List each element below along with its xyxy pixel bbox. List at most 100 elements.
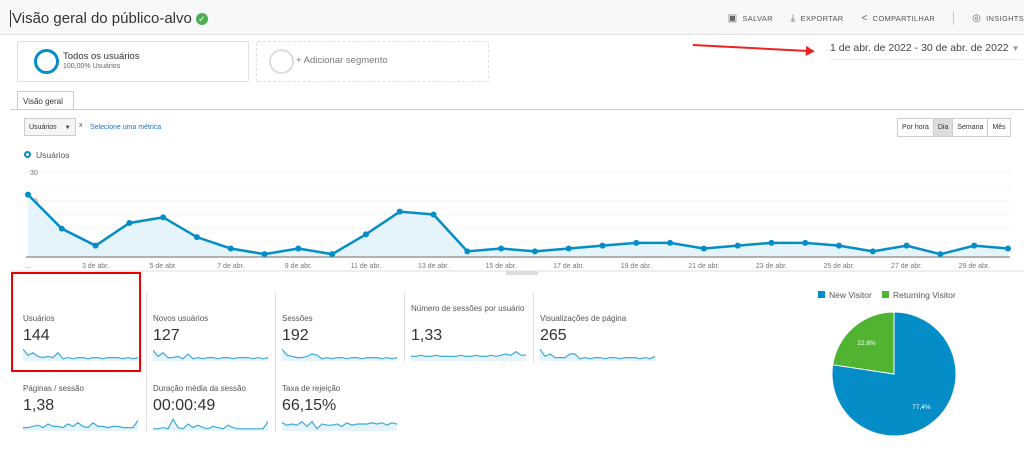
sparkline: [153, 417, 268, 431]
granularity-hour[interactable]: Por hora: [898, 119, 934, 136]
empty-circle-icon: [269, 49, 294, 74]
metric-tile[interactable]: Sessões 192: [275, 292, 403, 362]
metric-value: 1,33: [411, 327, 443, 344]
users-line-chart: 302010...3 de abr.5 de abr.7 de abr.9 de…: [10, 170, 1024, 275]
export-button[interactable]: ⤓ EXPORTAR: [790, 13, 844, 24]
divider: [10, 109, 1024, 110]
divider: [953, 11, 955, 25]
sparkline-line: [282, 420, 397, 430]
metric-value: 192: [282, 327, 309, 344]
data-point: [92, 242, 99, 249]
data-point: [971, 242, 978, 249]
data-point: [1005, 245, 1011, 252]
sparkline: [282, 348, 397, 361]
data-point: [362, 231, 369, 238]
chevron-down-icon: ▼: [1011, 44, 1020, 53]
x-tick-label: ...: [25, 263, 31, 270]
data-point: [396, 208, 403, 215]
data-point: [667, 239, 674, 246]
metric-tile[interactable]: Duração média da sessão 00:00:49: [146, 362, 274, 432]
date-range-picker[interactable]: 1 de abr. de 2022 - 30 de abr. de 2022 ▼: [830, 42, 1022, 60]
sparkline-line: [23, 348, 138, 360]
red-arrow-annotation: [692, 44, 811, 53]
sparkline-line: [540, 348, 655, 360]
metric-label: Visualizações de página: [540, 314, 627, 323]
data-point: [498, 245, 505, 252]
pie-slice-label: 22,6%: [857, 340, 876, 347]
insights-button[interactable]: ◎ INSIGHTS: [972, 13, 1024, 24]
sparkline: [282, 420, 397, 431]
sparkline-line: [153, 350, 268, 360]
page-header: Visão geral do público-alvo ✓ ▣ SALVAR ⤓ EX…: [0, 0, 1024, 35]
add-segment-button[interactable]: + Adicionar segmento: [256, 41, 489, 82]
select-metric-link[interactable]: Selecione uma métrica: [90, 124, 162, 131]
data-point: [25, 191, 31, 198]
data-point: [329, 251, 336, 258]
share-button[interactable]: < COMPARTILHAR: [861, 13, 936, 24]
granularity-week[interactable]: Semana: [953, 119, 989, 136]
data-point: [227, 245, 234, 252]
data-point: [160, 214, 167, 221]
segment-all-users[interactable]: Todos os usuários 100,00% Usuários: [17, 41, 249, 82]
metric-label: Usuários: [23, 314, 55, 323]
x-tick-label: 9 de abr.: [285, 263, 312, 270]
data-point: [193, 234, 200, 241]
data-point: [734, 242, 741, 249]
data-point: [836, 242, 843, 249]
legend-square-icon: [818, 291, 825, 298]
data-point: [768, 239, 775, 246]
sparkline-fill: [540, 349, 655, 361]
data-point: [430, 211, 437, 218]
pie-legend-returning: Returning Visitor: [882, 290, 956, 300]
metric-tile[interactable]: Novos usuários 127: [146, 292, 274, 362]
download-icon: ⤓: [790, 13, 796, 24]
series-line: [27, 193, 1009, 256]
sparkline-line: [23, 420, 138, 429]
data-point: [802, 239, 809, 246]
metric-value: 00:00:49: [153, 397, 216, 414]
segment-circle-icon: [34, 49, 59, 74]
save-button[interactable]: ▣ SALVAR: [727, 13, 773, 24]
metric-tile[interactable]: Número de sessões por usuário 1,33: [404, 292, 532, 362]
x-tick-label: 13 de abr.: [418, 263, 449, 270]
header-actions: ▣ SALVAR ⤓ EXPORTAR < COMPARTILHAR ◎ INSIGHT…: [727, 11, 1024, 25]
metric-label: Duração média da sessão: [153, 384, 246, 393]
x-tick-label: 27 de abr.: [891, 263, 922, 270]
metric-tile[interactable]: Usuários 144: [17, 292, 145, 362]
x-tick-label: 3 de abr.: [82, 263, 109, 270]
sparkline: [153, 350, 268, 361]
data-point: [937, 251, 944, 258]
x-tick-label: 25 de abr.: [823, 263, 854, 270]
tab-overview[interactable]: Visão geral: [17, 91, 74, 110]
sparkline: [540, 348, 655, 361]
data-point: [261, 251, 268, 258]
metric-tile[interactable]: Páginas / sessão 1,38: [17, 362, 145, 432]
save-icon: ▣: [727, 13, 738, 24]
sparkline: [23, 420, 138, 431]
data-point: [633, 239, 640, 246]
resize-handle: [506, 271, 538, 275]
metric-value: 127: [153, 327, 180, 344]
check-shield-icon: ✓: [195, 13, 208, 25]
metric-tile[interactable]: Visualizações de página 265: [533, 292, 661, 362]
sparkline-fill: [153, 350, 268, 361]
remove-metric-button[interactable]: x: [79, 122, 83, 129]
metric-dropdown[interactable]: Usuários ▼: [24, 118, 76, 136]
x-tick-label: 23 de abr.: [756, 263, 787, 270]
x-tick-label: 15 de abr.: [486, 263, 517, 270]
sparkline-line: [282, 348, 397, 360]
pie-legend-new: New Visitor: [818, 290, 872, 300]
metric-tile[interactable]: Taxa de rejeição 66,15%: [275, 362, 403, 432]
metric-value: 1,38: [23, 397, 55, 414]
metric-label: Novos usuários: [153, 314, 209, 323]
metric-label: Número de sessões por usuário: [411, 304, 525, 313]
caret-down-icon: ▼: [64, 125, 71, 131]
metric-label: Páginas / sessão: [23, 384, 84, 393]
data-point: [869, 248, 876, 255]
data-point: [700, 245, 707, 252]
granularity-month[interactable]: Mês: [992, 124, 1006, 131]
sparkline-fill: [282, 349, 397, 361]
granularity-day[interactable]: Dia: [933, 119, 954, 136]
x-tick-label: 21 de abr.: [688, 263, 719, 270]
sparkline: [23, 348, 138, 361]
